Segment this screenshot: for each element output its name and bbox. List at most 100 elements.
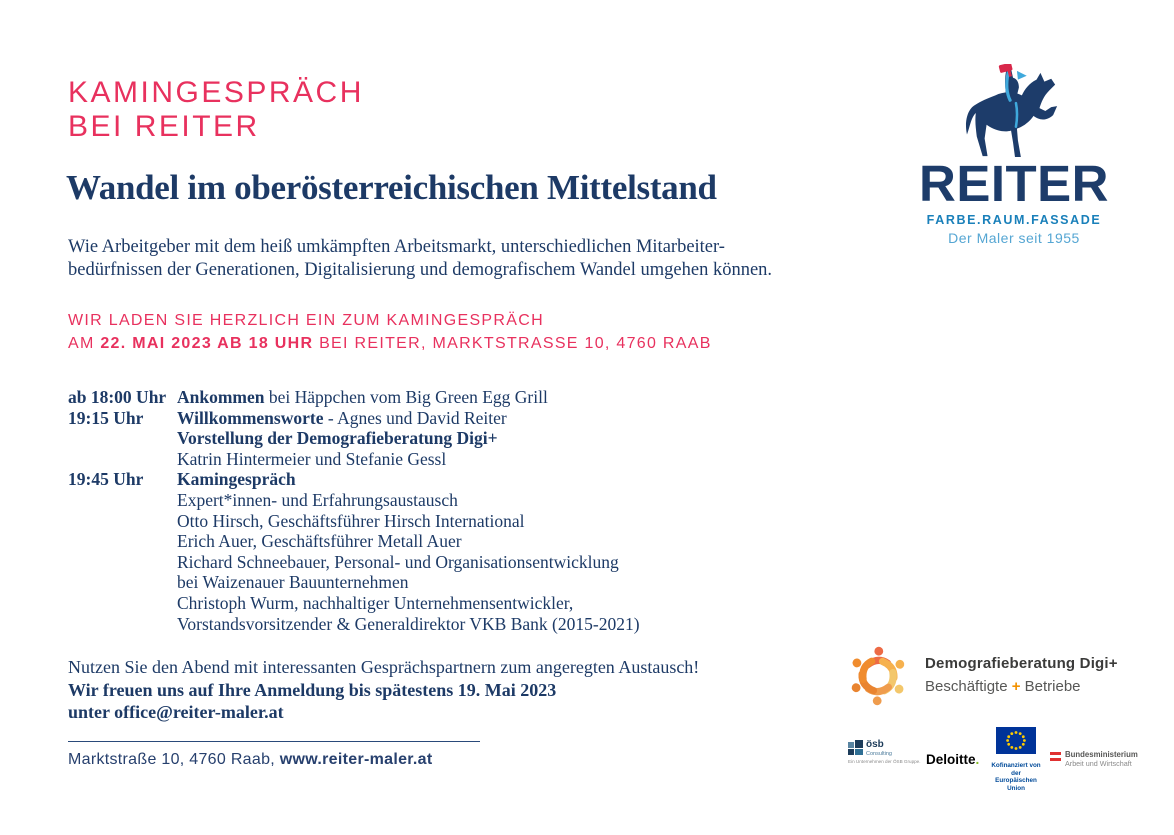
austria-flag-icon [1050, 752, 1061, 761]
schedule-time [68, 449, 177, 470]
schedule-row: 19:15 Uhr Willkommensworte - Agnes und Da… [68, 408, 728, 429]
invitation-text: WIR LADEN SIE HERZLICH EIN ZUM KAMINGESP… [68, 309, 712, 355]
schedule-content: Kamingespräch [177, 469, 728, 490]
page-title: Wandel im oberösterreichischen Mittelsta… [66, 168, 717, 207]
closing-line3-prefix: unter [68, 702, 115, 722]
footer-divider [68, 741, 480, 742]
schedule-row: ab 18:00 Uhr Ankommen bei Häppchen vom Bi… [68, 387, 728, 408]
schedule-row: Vorstellung der Demografieberatung Digi+ [68, 428, 728, 449]
schedule-item-text: Richard Schneebauer, Personal- und Organ… [177, 551, 619, 572]
schedule-row: 19:45 Uhr Kamingespräch [68, 469, 728, 490]
oesb-tagline: Ein Unternehmen der ÖSB Gruppe. [848, 759, 921, 764]
schedule-time [68, 511, 177, 532]
intro-line1: Wie Arbeitgeber mit dem heiß umkämpften … [68, 237, 725, 257]
reiter-tagline: Der Maler seit 1955 [948, 230, 1080, 246]
eu-flag-icon [996, 727, 1036, 754]
schedule-item-text: - Agnes und David Reiter [323, 407, 507, 428]
schedule-time [68, 490, 177, 511]
kicker-line1: KAMINGESPRÄCH [68, 76, 364, 109]
deloitte-name: Deloitte [926, 752, 976, 767]
schedule-content: bei Waizenauer Bauunternehmen [177, 572, 728, 593]
schedule-row: Vorstandsvorsitzender & Generaldirektor … [68, 614, 728, 635]
oesb-name: ösb [866, 739, 884, 750]
reiter-horse-icon [965, 64, 1058, 158]
schedule-time [68, 593, 177, 614]
schedule-item-bold: Ankommen [177, 387, 265, 407]
schedule-time [68, 531, 177, 552]
schedule-item-bold: Kamingespräch [177, 469, 296, 490]
schedule-item-text: bei Häppchen vom Big Green Egg Grill [264, 387, 548, 407]
demografie-plus: + [1011, 678, 1021, 695]
closing-line3: unter office@reiter-maler.at [68, 701, 699, 724]
footer-address: Marktstraße 10, 4760 Raab, www.reiter-ma… [68, 751, 433, 769]
invitation-line2: AM 22. MAI 2023 AB 18 UHR BEI REITER, MA… [68, 332, 712, 355]
demografie-people-icon [851, 646, 905, 706]
schedule-row: bei Waizenauer Bauunternehmen [68, 572, 728, 593]
schedule-content: Katrin Hintermeier und Stefanie Gessl [177, 449, 728, 470]
demografie-title: Demografieberatung Digi+ [925, 655, 1118, 672]
schedule-time [68, 614, 177, 635]
reiter-logo: REITER FARBE.RAUM.FASSADE Der Maler seit… [896, 64, 1132, 246]
eu-caption-line2: Europäischen Union [995, 777, 1037, 792]
eu-caption-line1: Kofinanziert von der [991, 762, 1041, 777]
schedule-time [68, 572, 177, 593]
schedule-content: Willkommensworte - Agnes und David Reite… [177, 408, 728, 429]
invitation-line2-prefix: AM [68, 335, 101, 352]
schedule-item-text: Christoph Wurm, nachhaltiger Unternehmen… [177, 592, 574, 613]
oesb-logo: ösb Consulting Ein Unternehmen der ÖSB G… [848, 740, 926, 764]
closing-line1: Nutzen Sie den Abend mit interessanten G… [68, 657, 700, 677]
closing-paragraph: Nutzen Sie den Abend mit interessanten G… [68, 656, 699, 724]
reiter-wordmark: REITER [918, 155, 1110, 212]
demografie-subtitle-right: Betriebe [1020, 678, 1081, 695]
schedule-content: Vorstandsvorsitzender & Generaldirektor … [177, 614, 728, 635]
schedule-item-bold: Vorstellung der Demografieberatung Digi+ [177, 428, 498, 449]
invitation-date-bold: 22. MAI 2023 AB 18 UHR [100, 335, 314, 352]
oesb-sub: Consulting [866, 751, 892, 757]
ministry-logo: Bundesministerium Arbeit und Wirtschaft [1050, 750, 1138, 768]
schedule-item-text: Katrin Hintermeier und Stefanie Gessl [177, 448, 447, 469]
kicker: KAMINGESPRÄCH BEI REITER [68, 76, 364, 144]
ministry-line2: Arbeit und Wirtschaft [1065, 759, 1132, 768]
ministry-line1: Bundesministerium [1065, 750, 1138, 759]
deloitte-green-dot: . [975, 752, 980, 767]
schedule-time: 19:45 Uhr [68, 469, 144, 490]
demografie-subtitle-left: Beschäftigte [925, 678, 1012, 695]
schedule-time [68, 552, 177, 573]
address-text: Marktstraße 10, 4760 Raab, [68, 751, 280, 768]
partner-logos: ösb Consulting Ein Unternehmen der ÖSB G… [846, 724, 1138, 792]
demografie-logo: Demografieberatung Digi+ Beschäftigte + … [846, 644, 1118, 708]
schedule-row: Erich Auer, Geschäftsführer Metall Auer [68, 531, 728, 552]
schedule-time: ab 18:00 Uhr [68, 387, 167, 407]
demografie-subtitle: Beschäftigte + Betriebe [925, 678, 1118, 695]
schedule: ab 18:00 Uhr Ankommen bei Häppchen vom Bi… [68, 387, 728, 634]
schedule-item-bold: Willkommensworte [177, 407, 324, 428]
intro-line2: bedürfnissen der Generationen, Digitalis… [68, 259, 773, 280]
schedule-content: Christoph Wurm, nachhaltiger Unternehmen… [177, 593, 728, 614]
schedule-row: Otto Hirsch, Geschäftsführer Hirsch Inte… [68, 511, 728, 532]
eu-caption: Kofinanziert von der Europäischen Union [988, 762, 1044, 792]
email-link[interactable]: office@reiter-maler.at [114, 702, 284, 722]
schedule-content: Vorstellung der Demografieberatung Digi+ [177, 428, 728, 449]
schedule-item-text: Expert*innen- und Erfahrungsaustausch [177, 489, 458, 510]
deloitte-logo: Deloitte. [926, 752, 979, 767]
schedule-item-text: bei Waizenauer Bauunternehmen [177, 572, 409, 593]
reiter-subline: FARBE.RAUM.FASSADE [926, 213, 1102, 227]
schedule-content: Otto Hirsch, Geschäftsführer Hirsch Inte… [177, 511, 728, 532]
schedule-item-text: Vorstandsvorsitzender & Generaldirektor … [177, 613, 640, 634]
schedule-row: Richard Schneebauer, Personal- und Organ… [68, 552, 728, 573]
invitation-line1: WIR LADEN SIE HERZLICH EIN ZUM KAMINGESP… [68, 312, 544, 329]
kicker-line2: BEI REITER [68, 110, 260, 143]
eu-logo: Kofinanziert von der Europäischen Union [988, 727, 1044, 792]
schedule-row: Expert*innen- und Erfahrungsaustausch [68, 490, 728, 511]
schedule-content: Expert*innen- und Erfahrungsaustausch [177, 490, 728, 511]
intro-paragraph: Wie Arbeitgeber mit dem heiß umkämpften … [68, 236, 772, 281]
schedule-content: Ankommen bei Häppchen vom Big Green Egg … [177, 387, 728, 408]
schedule-content: Richard Schneebauer, Personal- und Organ… [177, 552, 728, 573]
schedule-time: 19:15 Uhr [68, 407, 144, 428]
schedule-time [68, 428, 177, 449]
website-link[interactable]: www.reiter-maler.at [279, 751, 433, 768]
schedule-item-text: Erich Auer, Geschäftsführer Metall Auer [177, 531, 462, 552]
invitation-line2-suffix: BEI REITER, MARKTSTRASSE 10, 4760 RAAB [313, 335, 712, 352]
closing-line2: Wir freuen uns auf Ihre Anmeldung bis sp… [68, 679, 557, 700]
